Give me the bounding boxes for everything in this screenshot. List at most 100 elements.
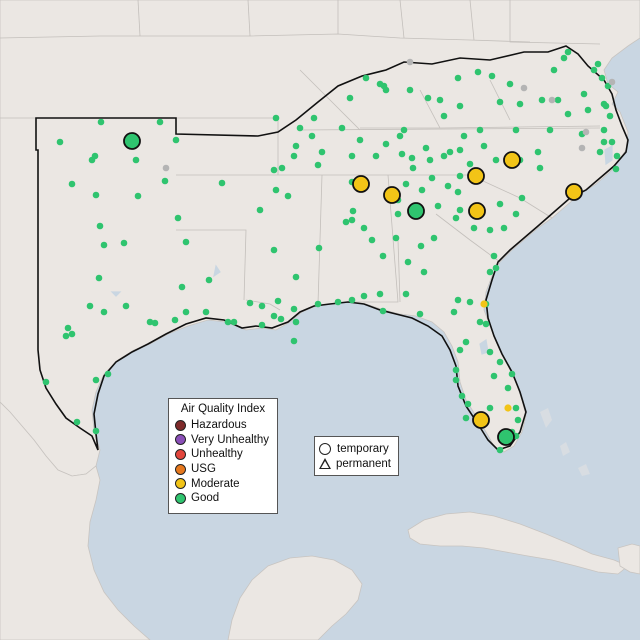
good-monitor-dot[interactable] — [349, 207, 357, 215]
good-monitor-dot[interactable] — [380, 82, 388, 90]
good-monitor-dot[interactable] — [97, 118, 105, 126]
good-monitor-dot[interactable] — [500, 224, 508, 232]
good-monitor-dot[interactable] — [104, 370, 112, 378]
good-monitor-dot[interactable] — [564, 48, 572, 56]
inactive-monitor-dot[interactable] — [548, 96, 556, 104]
good-monitor-dot[interactable] — [224, 318, 232, 326]
good-monitor-dot[interactable] — [417, 242, 425, 250]
good-monitor-dot[interactable] — [492, 156, 500, 164]
good-monitor-dot[interactable] — [512, 210, 520, 218]
moderate-monitor-dot[interactable] — [504, 404, 512, 412]
good-monitor-dot[interactable] — [514, 416, 522, 424]
good-monitor-dot[interactable] — [292, 273, 300, 281]
good-monitor-dot[interactable] — [476, 318, 484, 326]
good-monitor-dot[interactable] — [518, 194, 526, 202]
good-monitor-dot[interactable] — [171, 316, 179, 324]
good-monitor-dot[interactable] — [440, 152, 448, 160]
inactive-monitor-dot[interactable] — [578, 144, 586, 152]
good-monitor-dot[interactable] — [444, 182, 452, 190]
good-monitor-dot[interactable] — [292, 318, 300, 326]
good-monitor-dot[interactable] — [476, 126, 484, 134]
good-monitor-dot[interactable] — [308, 132, 316, 140]
good-monitor-dot[interactable] — [554, 96, 562, 104]
inactive-monitor-dot[interactable] — [582, 128, 590, 136]
good-monitor-dot[interactable] — [146, 318, 154, 326]
good-monitor-dot[interactable] — [348, 216, 356, 224]
good-monitor-dot[interactable] — [230, 318, 238, 326]
good-monitor-dot[interactable] — [68, 330, 76, 338]
good-monitor-dot[interactable] — [338, 124, 346, 132]
good-monitor-dot[interactable] — [486, 404, 494, 412]
good-monitor-dot[interactable] — [379, 307, 387, 315]
good-monitor-dot[interactable] — [278, 164, 286, 172]
good-monitor-dot[interactable] — [348, 296, 356, 304]
good-monitor-dot[interactable] — [256, 206, 264, 214]
good-monitor-dot[interactable] — [218, 179, 226, 187]
good-monitor-dot[interactable] — [612, 165, 620, 173]
good-monitor-dot[interactable] — [334, 298, 342, 306]
good-monitor-dot[interactable] — [474, 68, 482, 76]
good-monitor-dot[interactable] — [604, 82, 612, 90]
good-monitor-dot[interactable] — [86, 302, 94, 310]
good-monitor-dot[interactable] — [580, 90, 588, 98]
good-monitor-dot[interactable] — [456, 102, 464, 110]
temporary-moderate-monitor[interactable] — [383, 186, 401, 204]
good-monitor-dot[interactable] — [462, 338, 470, 346]
temporary-moderate-monitor[interactable] — [503, 151, 521, 169]
inactive-monitor-dot[interactable] — [162, 164, 170, 172]
good-monitor-dot[interactable] — [606, 112, 614, 120]
good-monitor-dot[interactable] — [446, 148, 454, 156]
good-monitor-dot[interactable] — [418, 186, 426, 194]
good-monitor-dot[interactable] — [396, 132, 404, 140]
good-monitor-dot[interactable] — [56, 138, 64, 146]
good-monitor-dot[interactable] — [436, 96, 444, 104]
good-monitor-dot[interactable] — [368, 236, 376, 244]
good-monitor-dot[interactable] — [161, 177, 169, 185]
temporary-good-monitor[interactable] — [123, 132, 141, 150]
good-monitor-dot[interactable] — [360, 292, 368, 300]
good-monitor-dot[interactable] — [274, 297, 282, 305]
good-monitor-dot[interactable] — [258, 321, 266, 329]
good-monitor-dot[interactable] — [205, 276, 213, 284]
good-monitor-dot[interactable] — [454, 296, 462, 304]
good-monitor-dot[interactable] — [546, 126, 554, 134]
good-monitor-dot[interactable] — [64, 324, 72, 332]
good-monitor-dot[interactable] — [456, 346, 464, 354]
good-monitor-dot[interactable] — [174, 214, 182, 222]
temporary-moderate-monitor[interactable] — [352, 175, 370, 193]
good-monitor-dot[interactable] — [95, 274, 103, 282]
good-monitor-dot[interactable] — [272, 114, 280, 122]
good-monitor-dot[interactable] — [490, 372, 498, 380]
good-monitor-dot[interactable] — [202, 308, 210, 316]
good-monitor-dot[interactable] — [450, 308, 458, 316]
temporary-moderate-monitor[interactable] — [472, 411, 490, 429]
good-monitor-dot[interactable] — [92, 191, 100, 199]
good-monitor-dot[interactable] — [178, 283, 186, 291]
good-monitor-dot[interactable] — [172, 136, 180, 144]
good-monitor-dot[interactable] — [400, 126, 408, 134]
temporary-moderate-monitor[interactable] — [467, 167, 485, 185]
good-monitor-dot[interactable] — [460, 132, 468, 140]
good-monitor-dot[interactable] — [416, 310, 424, 318]
good-monitor-dot[interactable] — [488, 72, 496, 80]
good-monitor-dot[interactable] — [122, 302, 130, 310]
good-monitor-dot[interactable] — [608, 138, 616, 146]
good-monitor-dot[interactable] — [452, 376, 460, 384]
good-monitor-dot[interactable] — [270, 166, 278, 174]
good-monitor-dot[interactable] — [270, 246, 278, 254]
good-monitor-dot[interactable] — [600, 126, 608, 134]
good-monitor-dot[interactable] — [452, 366, 460, 374]
good-monitor-dot[interactable] — [422, 144, 430, 152]
good-monitor-dot[interactable] — [356, 136, 364, 144]
good-monitor-dot[interactable] — [100, 308, 108, 316]
good-monitor-dot[interactable] — [420, 268, 428, 276]
good-monitor-dot[interactable] — [246, 299, 254, 307]
good-monitor-dot[interactable] — [496, 358, 504, 366]
temporary-moderate-monitor[interactable] — [565, 183, 583, 201]
good-monitor-dot[interactable] — [68, 180, 76, 188]
good-monitor-dot[interactable] — [464, 400, 472, 408]
good-monitor-dot[interactable] — [134, 192, 142, 200]
good-monitor-dot[interactable] — [290, 305, 298, 313]
good-monitor-dot[interactable] — [534, 148, 542, 156]
good-monitor-dot[interactable] — [120, 239, 128, 247]
